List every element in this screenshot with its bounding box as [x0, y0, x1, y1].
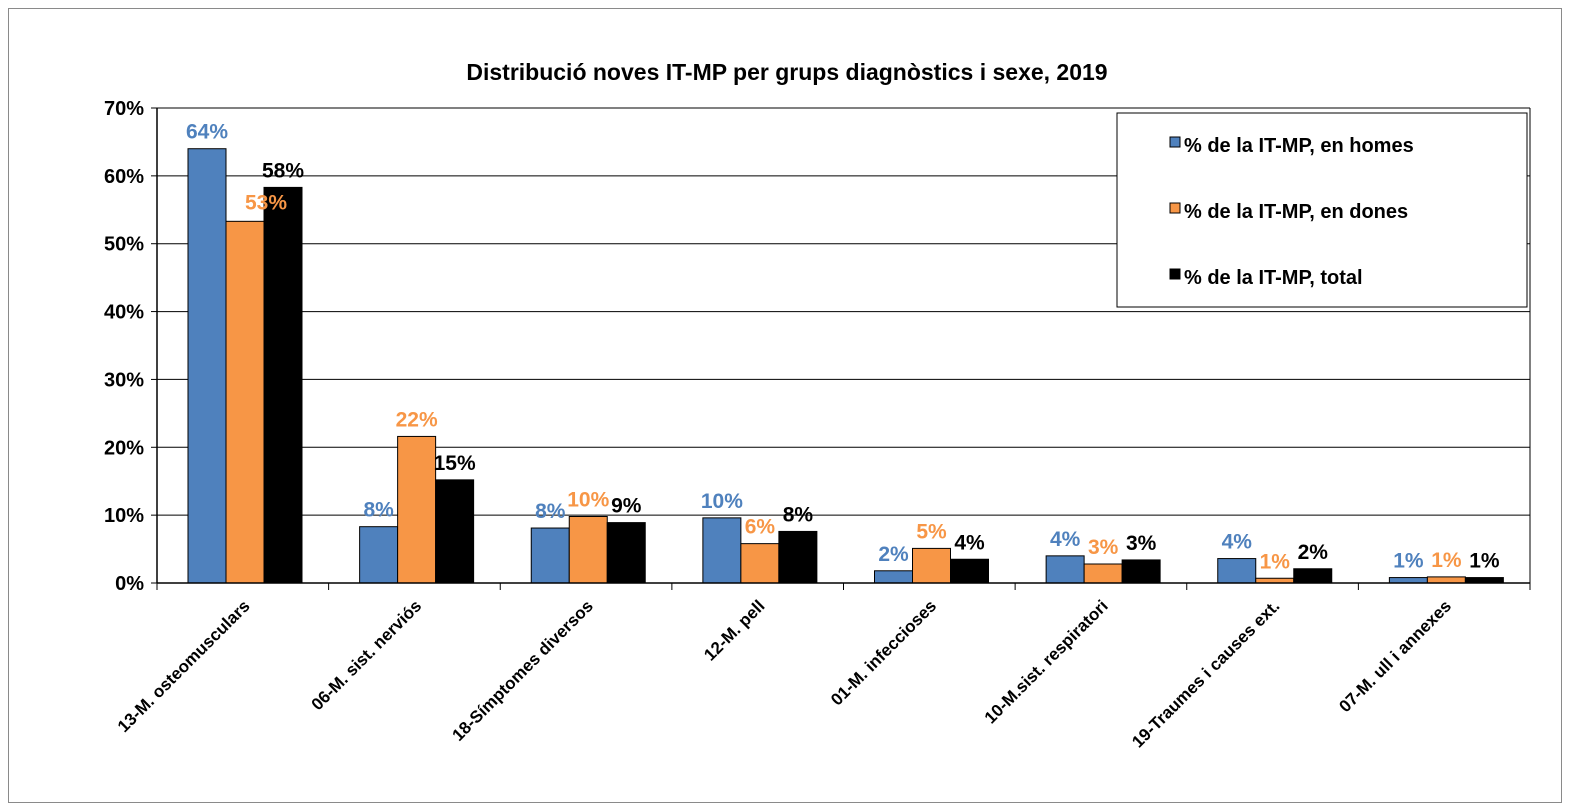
y-tick-label: 0% — [115, 573, 144, 595]
data-label: 5% — [916, 520, 947, 543]
bar-homes — [1045, 555, 1085, 584]
bar-homes — [702, 517, 742, 584]
legend-swatch — [1169, 136, 1181, 148]
data-label: 2% — [878, 543, 909, 566]
legend-box — [1116, 112, 1528, 308]
bar-total — [1293, 568, 1333, 584]
x-tick-labels: 13-M. osteomusculars 06-M. sist. nerviós 1… — [114, 596, 1455, 751]
data-label: 4% — [954, 531, 985, 554]
bar-total — [606, 522, 646, 584]
data-label: 22% — [396, 408, 438, 431]
category-label: 01-M. infeccioses — [827, 596, 940, 709]
bar-homes — [530, 527, 570, 584]
chart-title: Distribució noves IT-MP per grups diagnò… — [466, 59, 1107, 85]
data-label: 9% — [611, 495, 642, 518]
data-label: 8% — [535, 500, 566, 523]
data-label: 6% — [745, 516, 776, 539]
data-label: 1% — [1431, 549, 1462, 572]
category-label: 12-M. pell — [700, 596, 768, 664]
data-label: 53% — [245, 191, 287, 214]
data-label: 2% — [1298, 541, 1329, 564]
legend-label: % de la IT-MP, en dones — [1184, 201, 1408, 223]
data-label: 10% — [701, 490, 743, 513]
legend-label: % de la IT-MP, en homes — [1184, 135, 1414, 157]
bars — [187, 148, 1504, 584]
bar-dones — [740, 543, 780, 584]
data-label: 10% — [567, 489, 609, 512]
legend-label: % de la IT-MP, total — [1184, 267, 1363, 289]
legend-swatch — [1169, 202, 1181, 214]
data-label: 4% — [1050, 528, 1081, 551]
legend-swatch — [1169, 268, 1181, 280]
bar-total — [1121, 559, 1161, 584]
y-tick-label: 10% — [104, 505, 144, 527]
data-label: 4% — [1222, 531, 1253, 554]
bar-homes — [1217, 558, 1257, 584]
y-tick-label: 70% — [104, 98, 144, 120]
y-tick-label: 30% — [104, 369, 144, 391]
bar-dones — [225, 220, 265, 584]
bar-homes — [187, 148, 227, 584]
legend: % de la IT-MP, en homes % de la IT-MP, en… — [1116, 112, 1528, 308]
category-label: 13-M. osteomusculars — [114, 596, 254, 736]
bar-total — [1464, 577, 1504, 584]
category-label: 18-Símptomes diversos — [448, 596, 596, 744]
bar-total — [435, 479, 475, 584]
y-tick-label: 40% — [104, 302, 144, 324]
bar-dones — [397, 435, 437, 584]
axes — [151, 107, 1531, 590]
bar-total — [778, 530, 818, 584]
bar-homes — [1388, 577, 1428, 584]
y-tick-label: 60% — [104, 166, 144, 188]
bar-dones — [1083, 563, 1123, 584]
y-tick-label: 20% — [104, 437, 144, 459]
data-label: 3% — [1088, 536, 1119, 559]
y-tick-label: 50% — [104, 234, 144, 256]
data-label: 1% — [1393, 550, 1424, 573]
data-label: 3% — [1126, 532, 1157, 555]
bar-dones — [912, 547, 951, 584]
category-label: 19-Traumes i causes ext. — [1128, 596, 1283, 751]
data-label: 15% — [434, 452, 476, 475]
category-label: 06-M. sist. nerviós — [308, 596, 426, 714]
bar-dones — [1426, 576, 1466, 584]
bar-total — [950, 558, 989, 584]
data-label: 8% — [363, 499, 394, 522]
y-tick-labels: 0% 10% 20% 30% 40% 50% 60% 70% — [104, 98, 144, 595]
category-label: 10-M.sist. respiratori — [981, 596, 1112, 727]
data-label: 64% — [186, 121, 228, 144]
data-labels: 64%53%58%8%22%15%8%10% 9% 10%6%8%2%5% 4% 4% 3… — [186, 121, 1500, 574]
data-label: 1% — [1260, 550, 1291, 573]
category-label: 07-M. ull i annexes — [1335, 596, 1455, 716]
data-label: 8% — [783, 503, 814, 526]
bar-homes — [874, 570, 913, 584]
bar-dones — [568, 516, 608, 584]
bar-homes — [359, 526, 399, 584]
data-label: 58% — [262, 159, 304, 182]
data-label: 1% — [1469, 550, 1500, 573]
bar-total — [263, 186, 303, 584]
